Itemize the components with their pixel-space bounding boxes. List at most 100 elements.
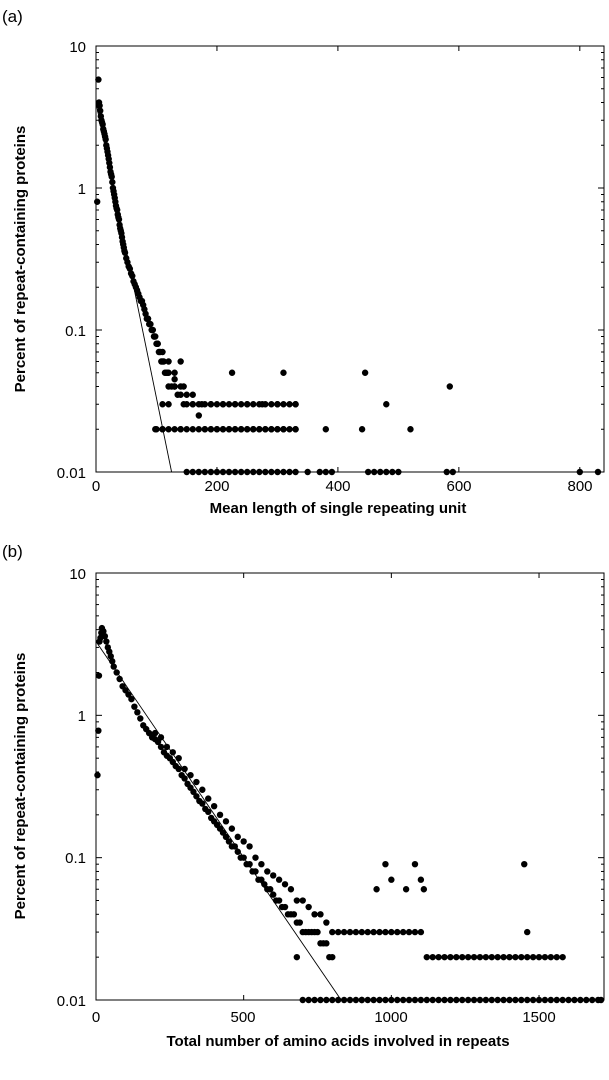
panel-a-data-point xyxy=(219,468,227,476)
panel-a-data-point xyxy=(147,320,154,328)
panel-a-data-point xyxy=(274,426,281,433)
panel-b-data-point xyxy=(500,953,507,961)
panel-b-data-point xyxy=(394,928,401,936)
panel-b-data-point xyxy=(128,695,135,703)
panel-a-data-point xyxy=(183,391,190,398)
panel-a-data-point xyxy=(183,401,190,408)
panel-a-data-point xyxy=(195,426,203,433)
panel-a-data-point xyxy=(142,310,149,318)
panel-b-data-point xyxy=(346,928,354,936)
panel-b-data-point xyxy=(299,897,306,904)
panel-a-data-point xyxy=(180,383,187,390)
panel-b-data-point xyxy=(405,996,413,1004)
panel-a-data-point xyxy=(183,468,190,476)
panel-a-data-point xyxy=(268,468,275,476)
panel-b-data-point xyxy=(429,996,436,1004)
panel-b-data-point xyxy=(193,778,200,786)
panel-b-data-point xyxy=(275,897,283,904)
panel-a-data-point xyxy=(361,369,369,376)
panel-b-data-point xyxy=(134,709,141,716)
panel-b-data-point xyxy=(305,996,312,1004)
panel-b-data-point xyxy=(107,653,114,660)
panel-a-data-point xyxy=(189,401,196,408)
panel-b-data-point xyxy=(447,996,454,1004)
panel-a-data-point xyxy=(274,468,281,476)
panel-b-data-point xyxy=(275,876,283,883)
panel-a-data-point xyxy=(177,358,184,365)
panel-b-data-point xyxy=(376,996,383,1004)
panel-a-data-point xyxy=(115,216,123,223)
panel-b-y-tick-label: 0.01 xyxy=(57,993,86,1010)
panel-b-fit-line xyxy=(95,641,342,1001)
panel-b-data-point xyxy=(388,996,395,1004)
panel-b-data-point xyxy=(340,996,348,1004)
panel-a-data-point xyxy=(201,468,209,476)
panel-a-data-point xyxy=(446,383,453,390)
panel-b-data-point xyxy=(205,808,212,816)
panel-b-data-point xyxy=(382,860,389,868)
panel-b-data-point xyxy=(571,996,578,1004)
panel-b-data-point xyxy=(199,800,206,807)
panel-a-data-point xyxy=(95,76,102,83)
panel-a-data-point xyxy=(121,249,129,256)
panel-a-x-tick-label: 600 xyxy=(446,478,471,495)
panel-b-data-point xyxy=(441,953,448,961)
panel-b-data-point xyxy=(500,996,507,1004)
panel-b-data-point xyxy=(494,996,501,1004)
panel-b-data-point xyxy=(482,996,490,1004)
panel-b-data-point xyxy=(529,953,537,961)
panel-a-data-point xyxy=(183,426,190,433)
panel-a-marks xyxy=(94,46,604,476)
panel-a-data-point xyxy=(231,468,239,476)
panel-b-data-point xyxy=(109,658,116,665)
panel-b-data-point xyxy=(399,996,407,1004)
panel-b-y-tick-label: 0.1 xyxy=(65,850,86,867)
panel-b-data-point xyxy=(261,881,268,888)
panel-a-data-point xyxy=(225,468,233,476)
panel-a-data-point xyxy=(225,401,233,408)
panel-a-y-ticks: 10 1 0.1 0.01 xyxy=(57,39,86,482)
panel-b-data-point xyxy=(488,953,495,961)
panel-b-data-point xyxy=(447,953,454,961)
panel-a-data-point xyxy=(159,348,166,356)
panel-a-x-ticks: 0 200 400 600 800 xyxy=(92,478,593,495)
panel-b-label: (b) xyxy=(2,542,23,561)
panel-b-data-point xyxy=(388,928,395,936)
panel-b-data-point xyxy=(453,953,460,961)
panel-b-data-point xyxy=(270,872,277,879)
panel-b-data-point xyxy=(246,860,253,868)
panel-b-data-point xyxy=(100,628,107,635)
panel-b-data-point xyxy=(187,771,194,779)
panel-a-data-point xyxy=(292,468,299,476)
panel-b-data-point xyxy=(376,928,383,936)
panel-b-data-point xyxy=(420,886,428,893)
panel-a-data-point xyxy=(207,401,215,408)
panel-a-data-point xyxy=(407,426,414,433)
panel-a-data-point xyxy=(389,468,396,476)
panel-a-y-axis-title: Percent of repeat-containing proteins xyxy=(12,126,29,393)
panel-a-data-point xyxy=(189,426,196,433)
panel-a-data-point xyxy=(102,136,109,143)
panel-b-data-point xyxy=(494,953,501,961)
panel-b-data-point xyxy=(234,833,241,841)
panel-b-data-point xyxy=(305,903,312,911)
panel-b-data-point xyxy=(205,795,212,802)
panel-b-data-point xyxy=(94,771,101,779)
panel-b-data-point xyxy=(402,886,410,893)
panel-b-data-point xyxy=(125,691,132,698)
panel-b-data-point xyxy=(382,928,389,936)
panel-b-data-point xyxy=(281,881,289,888)
panel-a-data-point xyxy=(177,391,184,398)
panel-a-data-point xyxy=(160,358,167,365)
panel-a-data-point xyxy=(171,369,178,376)
panel-a-data-point xyxy=(195,412,203,419)
panel-a-data-point xyxy=(159,401,166,408)
panel-b-data-point xyxy=(110,663,117,670)
panel-b-data-point xyxy=(352,928,360,936)
panel-a-data-point xyxy=(198,401,206,408)
panel-a-data-point xyxy=(201,426,209,433)
panel-a-y-tick-label: 10 xyxy=(69,39,86,56)
panel-a-data-point xyxy=(165,426,172,433)
panel-a-x-axis-title: Mean length of single repeating unit xyxy=(210,500,467,517)
